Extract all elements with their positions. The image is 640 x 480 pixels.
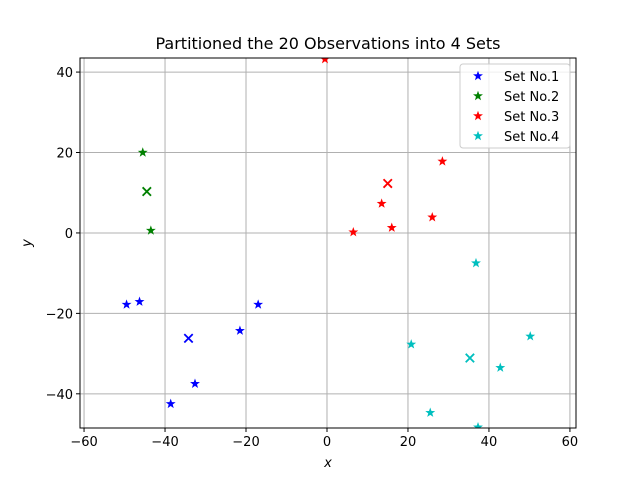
legend-label: Set No.3 — [504, 110, 559, 125]
data-point — [386, 222, 397, 232]
centroid-marker — [465, 353, 475, 363]
data-point — [406, 339, 417, 349]
data-point — [427, 212, 438, 222]
legend-marker — [473, 130, 483, 141]
data-point — [145, 225, 156, 235]
y-tick-label: −20 — [46, 307, 73, 322]
chart-title: Partitioned the 20 Observations into 4 S… — [155, 34, 500, 53]
data-points — [121, 58, 536, 428]
x-tick-label: 60 — [562, 435, 579, 450]
grid — [80, 58, 576, 428]
legend-marker — [473, 70, 483, 81]
legend-label: Set No.2 — [504, 90, 559, 105]
data-point — [134, 296, 145, 306]
y-tick-label: 0 — [65, 227, 73, 242]
data-point — [165, 398, 176, 409]
data-point — [348, 226, 359, 237]
data-point — [471, 257, 481, 268]
legend: Set No.1 Set No.2 Set No.3 Set No.4 — [459, 63, 571, 149]
legend-marker — [473, 90, 483, 101]
data-point — [473, 422, 483, 428]
data-point — [525, 331, 536, 341]
data-point — [437, 156, 448, 166]
x-tick-label: 40 — [481, 435, 498, 450]
data-point — [253, 299, 264, 309]
legend-marker — [473, 110, 483, 121]
data-point — [234, 325, 245, 335]
data-point — [376, 198, 387, 208]
x-tick-label: −20 — [232, 435, 259, 450]
data-point — [320, 58, 330, 64]
data-point — [425, 407, 436, 417]
data-point — [495, 362, 506, 372]
axis-ticks: −60 −40 −20 0 20 40 60 −40 −20 0 20 40 — [46, 66, 579, 450]
x-axis-label: x — [323, 456, 332, 471]
legend-label: Set No.4 — [504, 130, 559, 145]
y-axis-label: y — [20, 239, 35, 248]
x-tick-label: 0 — [323, 435, 331, 450]
legend-label: Set No.1 — [504, 70, 559, 85]
centroid-marker — [382, 178, 393, 189]
y-tick-label: 20 — [56, 147, 73, 162]
plot-frame — [79, 57, 577, 429]
y-tick-label: 40 — [56, 66, 73, 81]
data-point — [137, 147, 148, 157]
x-tick-label: 20 — [400, 435, 417, 450]
data-point — [121, 299, 132, 309]
centroid-marker — [141, 186, 152, 197]
x-tick-label: −60 — [70, 435, 97, 450]
legend-box — [459, 63, 571, 149]
x-tick-label: −40 — [151, 435, 178, 450]
data-point — [190, 378, 200, 388]
y-tick-label: −40 — [46, 388, 73, 403]
centroid-marker — [183, 333, 194, 344]
